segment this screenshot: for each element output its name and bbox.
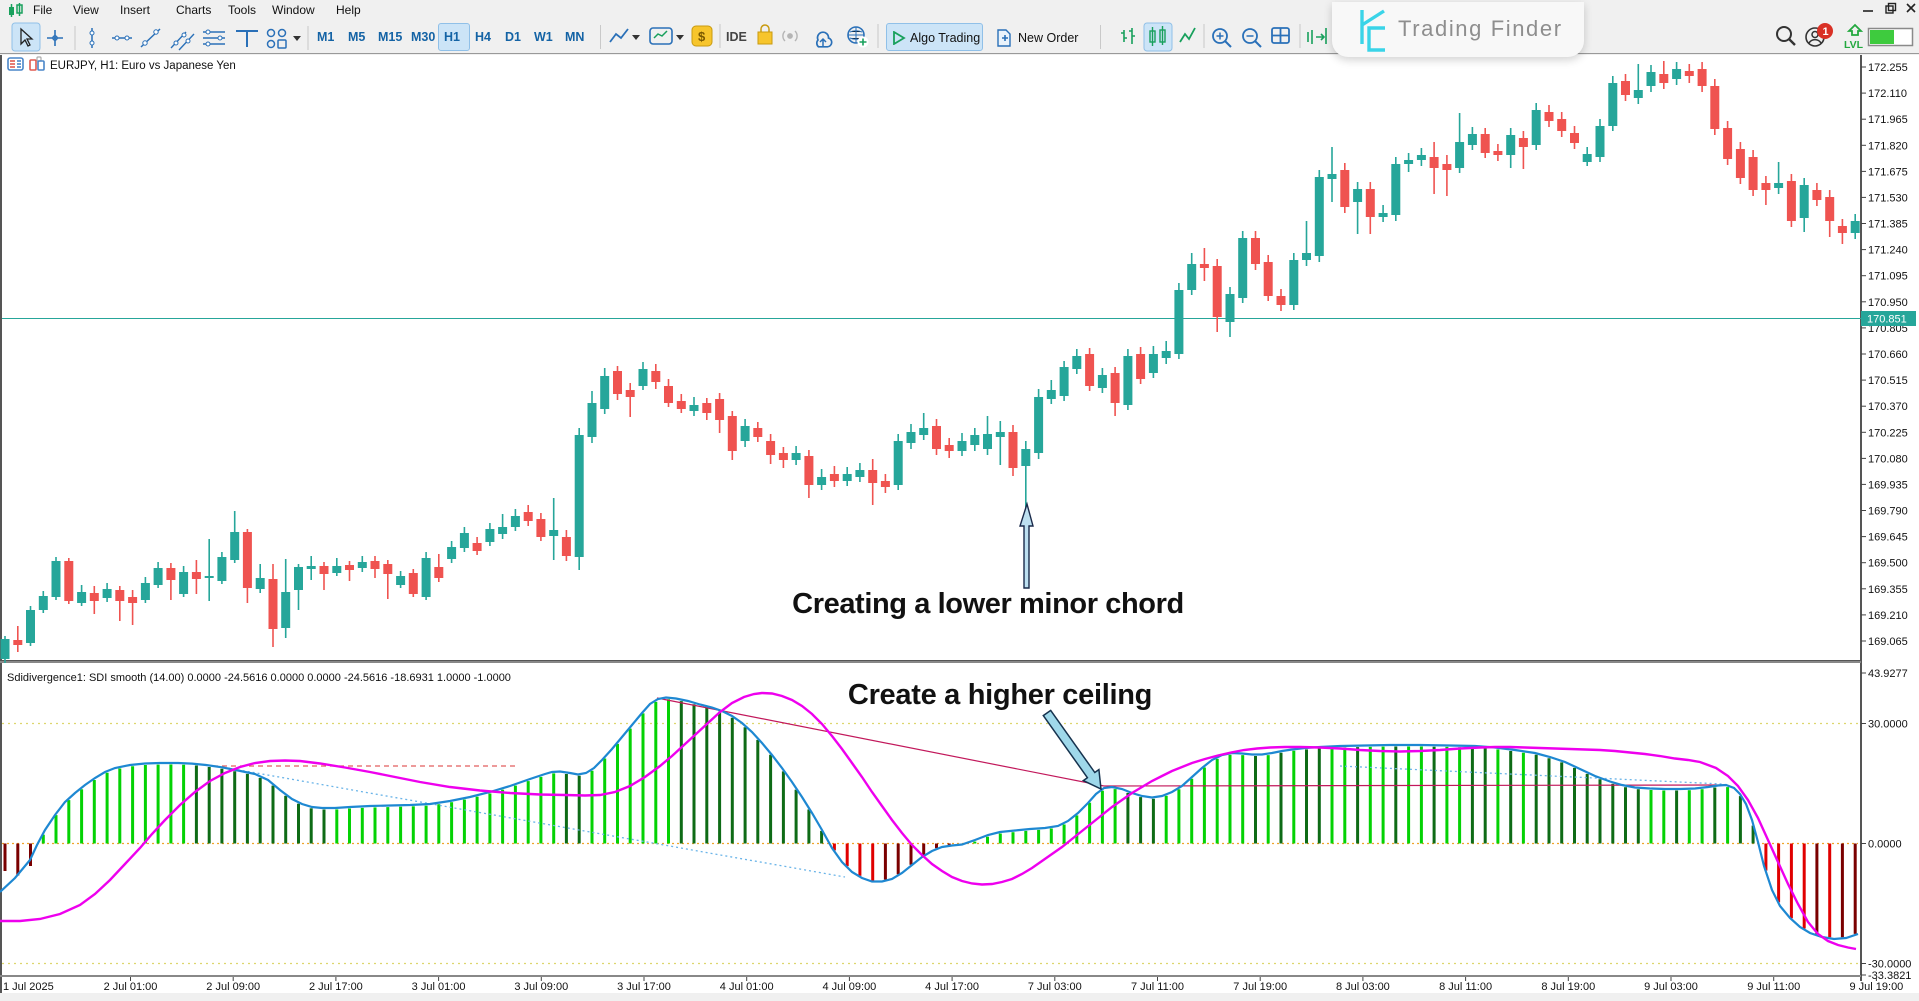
svg-text:170.225: 170.225 [1868,427,1908,439]
svg-text:4 Jul 09:00: 4 Jul 09:00 [822,981,876,993]
svg-text:171.240: 171.240 [1868,245,1908,257]
svg-text:169.790: 169.790 [1868,506,1908,518]
svg-text:170.515: 170.515 [1868,375,1908,387]
svg-text:8 Jul 11:00: 8 Jul 11:00 [1439,981,1492,993]
svg-text:9 Jul 03:00: 9 Jul 03:00 [1644,981,1698,993]
svg-text:170.851: 170.851 [1867,314,1907,326]
svg-text:2 Jul 01:00: 2 Jul 01:00 [104,981,158,993]
svg-text:170.370: 170.370 [1868,401,1908,413]
svg-text:43.9277: 43.9277 [1868,668,1908,680]
svg-text:170.950: 170.950 [1868,297,1908,309]
svg-text:LVL: LVL [1844,39,1864,51]
svg-text:Creating a lower minor chord: Creating a lower minor chord [792,588,1184,620]
svg-text:4 Jul 01:00: 4 Jul 01:00 [720,981,774,993]
svg-text:2 Jul 17:00: 2 Jul 17:00 [309,981,363,993]
svg-text:3 Jul 09:00: 3 Jul 09:00 [514,981,568,993]
svg-text:4 Jul 17:00: 4 Jul 17:00 [925,981,979,993]
svg-text:IDE: IDE [726,30,747,44]
svg-text:8 Jul 19:00: 8 Jul 19:00 [1541,981,1595,993]
svg-text:172.110: 172.110 [1868,88,1907,100]
svg-text:169.935: 169.935 [1868,479,1908,491]
svg-text:170.660: 170.660 [1868,349,1908,361]
svg-text:7 Jul 19:00: 7 Jul 19:00 [1233,981,1287,993]
svg-text:Sdidivergence1: SDI smooth (1: Sdidivergence1: SDI smooth (14.00) 0.000… [7,672,511,684]
svg-text:169.355: 169.355 [1868,584,1908,596]
svg-text:9 Jul 11:00: 9 Jul 11:00 [1747,981,1800,993]
svg-text:171.385: 171.385 [1868,219,1908,231]
svg-text:2 Jul 09:00: 2 Jul 09:00 [206,981,260,993]
svg-text:172.255: 172.255 [1868,62,1908,74]
svg-text:169.645: 169.645 [1868,532,1908,544]
svg-text:171.820: 171.820 [1868,140,1908,152]
svg-text:171.965: 171.965 [1868,114,1908,126]
svg-text:8 Jul 03:00: 8 Jul 03:00 [1336,981,1390,993]
svg-text:171.530: 171.530 [1868,192,1908,204]
svg-text:0.0000: 0.0000 [1868,839,1902,851]
svg-text:169.210: 169.210 [1868,610,1908,622]
svg-text:7 Jul 03:00: 7 Jul 03:00 [1028,981,1082,993]
svg-text:3 Jul 01:00: 3 Jul 01:00 [412,981,466,993]
svg-text:-30.0000: -30.0000 [1868,959,1911,971]
svg-text:171.675: 171.675 [1868,166,1908,178]
svg-text:Create a higher ceiling: Create a higher ceiling [848,679,1152,711]
svg-text:-33.3821: -33.3821 [1868,970,1911,982]
svg-text:171.095: 171.095 [1868,271,1908,283]
svg-text:170.080: 170.080 [1868,453,1908,465]
svg-text:$: $ [698,29,706,44]
svg-text:169.065: 169.065 [1868,636,1908,648]
svg-text:9 Jul 19:00: 9 Jul 19:00 [1849,981,1903,993]
svg-text:1 Jul 2025: 1 Jul 2025 [3,981,54,993]
svg-text:30.0000: 30.0000 [1868,719,1908,731]
svg-text:3 Jul 17:00: 3 Jul 17:00 [617,981,671,993]
svg-text:1: 1 [1823,26,1829,38]
svg-text:EURJPY, H1: Euro vs Japanese: EURJPY, H1: Euro vs Japanese Yen [50,60,236,72]
svg-text:169.500: 169.500 [1868,558,1908,570]
svg-text:7 Jul 11:00: 7 Jul 11:00 [1131,981,1184,993]
